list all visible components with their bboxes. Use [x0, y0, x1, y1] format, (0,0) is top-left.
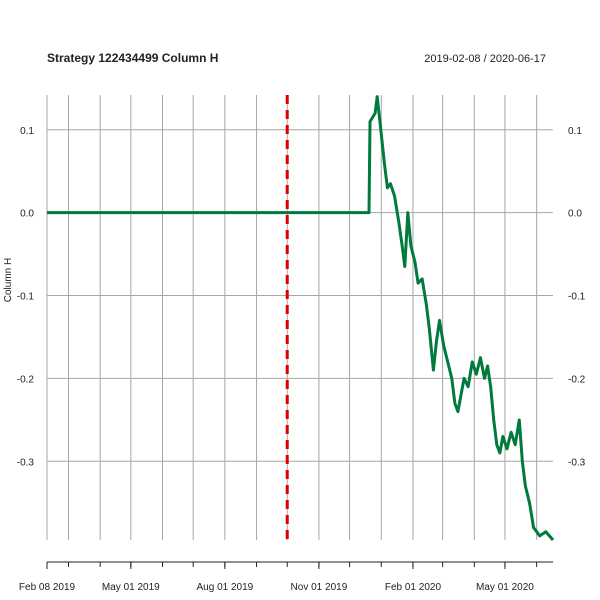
x-tick-label: Feb 01 2020 — [385, 582, 442, 593]
y-tick-label-left: -0.3 — [17, 457, 35, 468]
y-tick-label-right: -0.3 — [568, 457, 586, 468]
chart-date-range: 2019-02-08 / 2020-06-17 — [424, 53, 546, 65]
y-tick-label-left: 0.0 — [20, 209, 34, 220]
y-tick-label-right: 0.0 — [568, 209, 582, 220]
series — [47, 95, 555, 541]
y-tick-label-left: -0.2 — [17, 374, 35, 385]
x-tick-label: Nov 01 2019 — [291, 582, 348, 593]
x-tick-label: Aug 01 2019 — [197, 582, 254, 593]
series-line — [47, 95, 555, 541]
x-tick-label: Feb 08 2019 — [19, 582, 76, 593]
y-tick-label-left: -0.1 — [17, 292, 35, 303]
chart-title: Strategy 122434499 Column H — [47, 51, 218, 65]
y-tick-label-right: -0.1 — [568, 292, 586, 303]
axes: 0.1 0.1 0.0 0.0 -0.1 -0.1 -0.2 -0.2 -0.3 -0.3 Feb … — [17, 126, 586, 593]
grid — [46, 95, 553, 540]
y-axis-title: Column H — [3, 258, 14, 302]
y-tick-label-left: 0.1 — [20, 126, 34, 137]
x-tick-label: May 01 2020 — [476, 582, 534, 593]
y-tick-label-right: 0.1 — [568, 126, 582, 137]
x-tick-label: May 01 2019 — [102, 582, 160, 593]
y-tick-label-right: -0.2 — [568, 374, 586, 385]
